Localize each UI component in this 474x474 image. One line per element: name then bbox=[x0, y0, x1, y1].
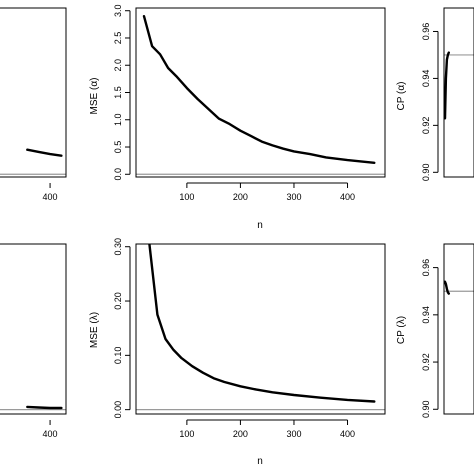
x-tick-label: 200 bbox=[233, 429, 248, 439]
x-tick-label: 400 bbox=[340, 192, 355, 202]
y-tick-label: 0.92 bbox=[421, 117, 431, 135]
y-tick-label: 0.10 bbox=[113, 347, 123, 365]
panel-mse-alpha-partial: 400 bbox=[0, 7, 67, 202]
y-tick-label: 2.5 bbox=[113, 32, 123, 45]
x-tick-label: 300 bbox=[286, 192, 301, 202]
x-axis-label: n bbox=[257, 456, 263, 467]
panel-cp-alpha: 0.90 0.92 0.94 0.96 CP (α) bbox=[396, 7, 474, 182]
x-axis-label: n bbox=[257, 220, 263, 231]
panel-mse-lambda: 100 200 300 400 0.00 0.10 0.20 0.30 n MSE (λ) bbox=[89, 238, 386, 467]
y-axis-label: CP (α) bbox=[396, 82, 407, 111]
panel-mse-alpha: 100 200 300 400 0.0 0.5 1.0 1.5 2.0 2.5 3.0 n MSE (α… bbox=[89, 4, 386, 231]
x-tick-label: 400 bbox=[43, 429, 58, 439]
x-tick-label: 400 bbox=[43, 192, 58, 202]
plot-frame bbox=[443, 243, 474, 415]
series-line bbox=[148, 244, 376, 403]
series-line bbox=[26, 148, 63, 157]
series-line bbox=[26, 405, 63, 410]
y-tick-label: 0.0 bbox=[113, 168, 123, 181]
y-tick-label: 1.0 bbox=[113, 114, 123, 127]
plot-frame bbox=[135, 7, 386, 178]
y-tick-label: 0.94 bbox=[421, 306, 431, 324]
x-tick-label: 300 bbox=[286, 429, 301, 439]
y-tick-label: 0.96 bbox=[421, 23, 431, 41]
y-axis-label: CP (λ) bbox=[396, 316, 407, 344]
y-tick-label: 0.90 bbox=[421, 164, 431, 182]
series-line bbox=[142, 15, 376, 165]
y-axis-label: MSE (α) bbox=[89, 78, 100, 115]
y-tick-label: 0.20 bbox=[113, 292, 123, 310]
series-line bbox=[444, 280, 450, 295]
y-axis-label: MSE (λ) bbox=[89, 312, 100, 348]
plot-frame bbox=[0, 243, 67, 415]
y-tick-label: 1.5 bbox=[113, 86, 123, 99]
y-tick-label: 0.5 bbox=[113, 141, 123, 154]
y-tick-label: 0.96 bbox=[421, 259, 431, 277]
y-tick-label: 3.0 bbox=[113, 4, 123, 17]
y-tick-label: 0.00 bbox=[113, 401, 123, 419]
y-tick-label: 0.92 bbox=[421, 353, 431, 371]
x-tick-label: 200 bbox=[233, 192, 248, 202]
x-tick-label: 400 bbox=[340, 429, 355, 439]
plot-frame bbox=[443, 7, 474, 178]
plot-frame bbox=[135, 243, 386, 415]
plot-frame bbox=[0, 7, 67, 178]
y-tick-label: 0.94 bbox=[421, 70, 431, 88]
panel-cp-lambda: 0.90 0.92 0.94 0.96 CP (λ) bbox=[396, 243, 474, 419]
x-tick-label: 100 bbox=[179, 429, 194, 439]
y-tick-label: 0.90 bbox=[421, 401, 431, 419]
series-line bbox=[444, 51, 450, 120]
panel-mse-lambda-partial: 400 bbox=[0, 243, 67, 439]
y-tick-label: 0.30 bbox=[113, 238, 123, 256]
y-tick-label: 2.0 bbox=[113, 59, 123, 72]
x-tick-label: 100 bbox=[179, 192, 194, 202]
